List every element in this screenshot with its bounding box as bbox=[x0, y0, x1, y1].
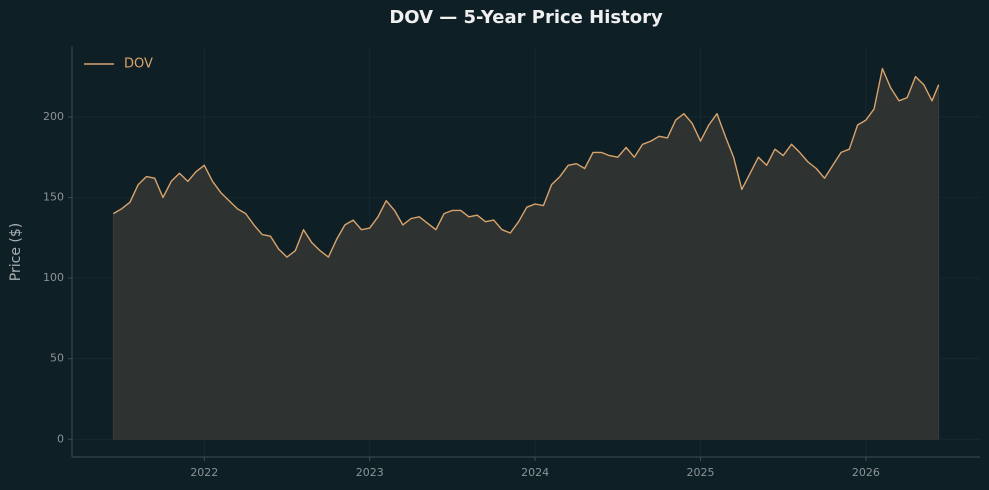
y-tick-label: 150 bbox=[43, 191, 64, 204]
x-tick-label: 2023 bbox=[356, 466, 384, 479]
y-tick-label: 200 bbox=[43, 110, 64, 123]
y-tick-label: 0 bbox=[57, 432, 64, 445]
x-tick-label: 2024 bbox=[521, 466, 549, 479]
x-tick-label: 2026 bbox=[852, 466, 880, 479]
legend-label: DOV bbox=[124, 57, 153, 72]
x-tick-label: 2025 bbox=[686, 466, 714, 479]
y-tick-label: 100 bbox=[43, 271, 64, 284]
y-tick-label: 50 bbox=[50, 352, 64, 365]
x-tick-label: 2022 bbox=[190, 466, 218, 479]
chart-title: DOV — 5-Year Price History bbox=[389, 7, 663, 28]
y-axis-label: Price ($) bbox=[8, 223, 24, 281]
line bbox=[112, 67, 940, 258]
